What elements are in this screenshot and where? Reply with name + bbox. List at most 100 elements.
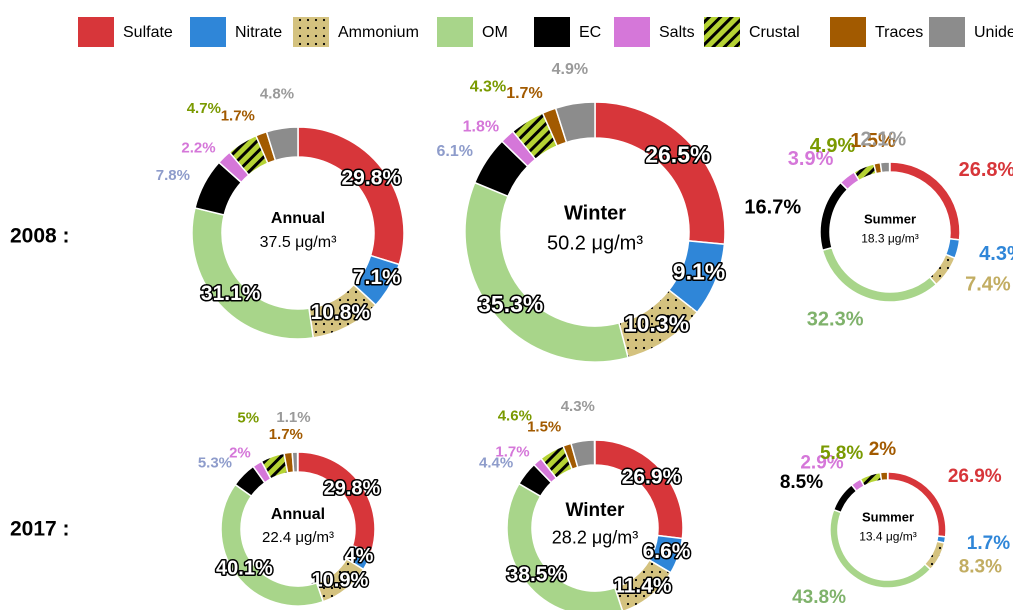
- value-label: 32.3%: [807, 308, 864, 330]
- legend-swatch: [830, 17, 866, 47]
- center-title: Winter: [564, 202, 626, 224]
- value-label: 6.1%: [437, 143, 473, 160]
- legend-label: Crustal: [749, 24, 800, 41]
- donut-segment: [613, 559, 672, 610]
- donut-segment: [887, 471, 947, 538]
- donut-segment: [832, 483, 858, 514]
- donut-segment: [191, 207, 315, 340]
- center-subtitle: 18.3 μg/m³: [861, 231, 919, 245]
- value-label: 4.3%: [979, 243, 1013, 265]
- value-label: 26.5%: [645, 142, 710, 168]
- value-label: 26.8%: [959, 159, 1013, 181]
- value-label: 26.9%: [948, 466, 1002, 487]
- center-subtitle: 13.4 μg/m³: [859, 529, 917, 543]
- legend-label: Ammonium: [338, 24, 419, 41]
- legend-swatch: [534, 17, 570, 47]
- value-label: 1.7%: [221, 108, 255, 125]
- value-label: 4.3%: [470, 78, 506, 95]
- value-label: 4.7%: [187, 100, 221, 117]
- donut-segment: [879, 161, 891, 174]
- legend-swatch: [78, 17, 114, 47]
- value-label: 31.1%: [201, 282, 261, 305]
- legend-label: Unidentified: [974, 24, 1013, 41]
- value-label: 10.3%: [624, 311, 689, 337]
- donut-segment: [570, 439, 596, 469]
- value-label: 7.1%: [353, 266, 401, 289]
- value-label: 4.4%: [479, 455, 513, 472]
- value-label: 2.9%: [800, 452, 843, 473]
- value-label: 1.8%: [463, 118, 499, 135]
- donut-segment: [821, 246, 938, 303]
- value-label: 9.1%: [673, 259, 725, 285]
- value-label: 1.7%: [495, 443, 529, 460]
- center-subtitle: 22.4 μg/m³: [262, 529, 334, 546]
- legend-label: Nitrate: [235, 24, 282, 41]
- value-label: 5%: [237, 410, 259, 427]
- value-label: 1.5%: [527, 418, 561, 435]
- center-title: Summer: [862, 510, 914, 525]
- value-label: 43.8%: [792, 587, 846, 608]
- center-title: Summer: [864, 212, 916, 227]
- value-label: 6.6%: [643, 540, 691, 563]
- value-label: 5.3%: [198, 454, 232, 471]
- legend-swatch: [929, 17, 965, 47]
- value-label: 1.7%: [506, 85, 542, 102]
- value-label: 4.8%: [260, 86, 294, 103]
- value-label: 3.9%: [788, 148, 834, 170]
- donut-segment: [889, 161, 961, 241]
- legend-swatch: [614, 17, 650, 47]
- value-label: 2%: [869, 439, 897, 460]
- value-label: 8.3%: [959, 556, 1002, 577]
- value-label: 1.1%: [276, 409, 310, 426]
- donut-segment: [859, 471, 883, 488]
- legend-label: OM: [482, 24, 508, 41]
- center-title: Annual: [271, 210, 325, 227]
- legend-label: Sulfate: [123, 24, 173, 41]
- value-label: 29.8%: [324, 478, 381, 500]
- value-label: 4.9%: [810, 135, 856, 157]
- legend-swatch: [437, 17, 473, 47]
- value-label: 7.8%: [156, 167, 190, 184]
- legend-label: Salts: [659, 24, 695, 41]
- value-label: 8.5%: [780, 472, 823, 493]
- value-label: 4.3%: [561, 398, 595, 415]
- value-label: 4.6%: [498, 408, 532, 425]
- value-label: 1.7%: [269, 426, 303, 443]
- value-label: 2.1%: [861, 129, 907, 151]
- legend-swatch: [190, 17, 226, 47]
- donut-segment: [852, 162, 878, 182]
- value-label: 5.8%: [820, 443, 863, 464]
- value-label: 26.9%: [622, 465, 682, 488]
- donut-segment: [879, 471, 889, 482]
- value-label: 11.4%: [613, 574, 672, 597]
- donut-segment: [928, 253, 956, 286]
- donut-segment: [923, 540, 946, 571]
- row-label: 2008 :: [10, 225, 70, 248]
- value-label: 7.4%: [965, 273, 1011, 295]
- donut-segment: [265, 126, 299, 162]
- value-label: 1.5%: [850, 130, 896, 152]
- value-label: 29.8%: [342, 167, 402, 190]
- donut-segment: [291, 451, 299, 473]
- value-label: 10.9%: [312, 570, 369, 592]
- center-title: Winter: [566, 500, 626, 521]
- donut-segment: [554, 101, 596, 144]
- value-label: 40.1%: [216, 558, 273, 580]
- center-title: Annual: [271, 506, 325, 523]
- donut-segment: [464, 181, 630, 363]
- center-subtitle: 28.2 μg/m³: [552, 528, 638, 548]
- value-label: 38.5%: [507, 563, 567, 586]
- legend-label: EC: [579, 24, 601, 41]
- center-subtitle: 37.5 μg/m³: [260, 234, 337, 251]
- value-label: 2.2%: [181, 139, 215, 156]
- value-label: 1.7%: [967, 533, 1010, 554]
- legend-swatch: [704, 17, 740, 47]
- donut-segment: [819, 181, 849, 252]
- donut-segment: [594, 439, 684, 540]
- value-label: 35.3%: [478, 291, 543, 317]
- value-label: 16.7%: [744, 197, 801, 219]
- value-label: 4.9%: [552, 61, 588, 78]
- legend-label: Traces: [875, 24, 923, 41]
- legend-swatch: [293, 17, 329, 47]
